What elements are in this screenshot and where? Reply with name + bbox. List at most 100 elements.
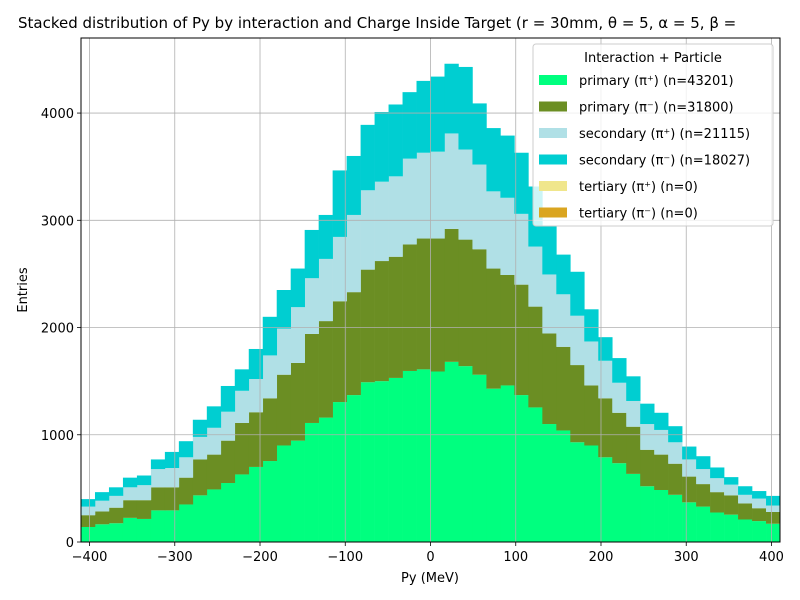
histogram-bar-s0-b42 — [668, 494, 683, 542]
histogram-bar-s1-b36 — [584, 385, 599, 446]
histogram-bar-s0-b5 — [150, 510, 166, 542]
histogram-bar-s0-b19 — [346, 395, 361, 542]
histogram-bar-s2-b9 — [206, 427, 222, 455]
histogram-bar-s1-b16 — [304, 333, 319, 423]
histogram-bar-s3-b28 — [472, 103, 487, 165]
histogram-bar-s1-b27 — [458, 239, 473, 367]
legend-swatch-1 — [539, 101, 567, 112]
legend-swatch-4 — [539, 181, 567, 191]
histogram-bar-s0-b13 — [262, 461, 278, 542]
histogram-bar-s3-b27 — [458, 66, 473, 150]
histogram-bar-s1-b17 — [318, 321, 333, 418]
histogram-bar-s0-b12 — [248, 466, 264, 542]
histogram-bar-s0-b6 — [164, 510, 180, 542]
histogram-bar-s1-b11 — [234, 422, 250, 475]
histogram-bar-s2-b48 — [752, 498, 767, 509]
histogram-bar-s1-b13 — [262, 398, 278, 462]
histogram-bar-s2-b28 — [472, 164, 487, 250]
legend-box — [532, 43, 774, 227]
legend-label-5: tertiary (π⁻) (n=0) — [579, 207, 698, 222]
histogram-bar-s0-b2 — [108, 523, 124, 542]
histogram-bar-s3-b33 — [542, 226, 557, 275]
histogram-bar-s3-b0 — [81, 499, 96, 507]
histogram-bar-s0-b34 — [556, 430, 571, 542]
histogram-bar-s3-b40 — [640, 403, 655, 425]
histogram-bar-s0-b47 — [738, 519, 753, 542]
histogram-bar-s2-b1 — [94, 500, 110, 512]
x-tick-label-4: 0 — [426, 550, 434, 565]
histogram-bar-s0-b35 — [570, 442, 585, 542]
histogram-bar-s1-b5 — [150, 487, 166, 511]
histogram-bar-s1-b31 — [514, 284, 529, 396]
histogram-bar-s0-b41 — [654, 489, 669, 542]
histogram-bar-s1-b6 — [164, 487, 180, 511]
histogram-bar-s3-b34 — [556, 254, 571, 295]
histogram-bar-s3-b1 — [94, 492, 110, 501]
histogram-bar-s1-b40 — [640, 449, 655, 487]
histogram-bar-s0-b23 — [402, 370, 417, 542]
histogram-bar-s2-b5 — [150, 469, 166, 488]
histogram-bar-s2-b36 — [584, 341, 599, 386]
histogram-bar-s2-b12 — [248, 379, 264, 413]
histogram-bar-s1-b1 — [94, 511, 110, 525]
histogram-bar-s1-b43 — [682, 476, 697, 503]
histogram-bar-s2-b47 — [738, 494, 753, 504]
histogram-bar-s1-b46 — [724, 495, 739, 515]
x-tick-label-1: −300 — [157, 550, 193, 565]
chart-title: Stacked distribution of Py by interactio… — [18, 14, 736, 32]
histogram-bar-s2-b23 — [402, 158, 417, 245]
histogram-bar-s3-b10 — [220, 385, 236, 412]
histogram-bar-s3-b45 — [710, 467, 725, 479]
histogram-bar-s1-b38 — [612, 412, 627, 464]
histogram-bar-s1-b24 — [416, 238, 431, 370]
histogram-bar-s3-b37 — [598, 337, 613, 361]
histogram-bar-s1-b26 — [444, 228, 459, 362]
histogram-bar-s3-b25 — [430, 76, 445, 152]
histogram-bar-s3-b9 — [206, 406, 222, 428]
histogram-bar-s0-b15 — [290, 440, 305, 542]
histogram-bar-s0-b22 — [388, 377, 403, 542]
histogram-bar-s2-b18 — [332, 236, 347, 302]
y-tick-label-2: 2000 — [41, 322, 74, 337]
histogram-bar-s3-b21 — [374, 111, 389, 182]
histogram-bar-s3-b35 — [570, 271, 585, 316]
legend-swatch-3 — [539, 154, 567, 165]
legend-label-4: tertiary (π⁺) (n=0) — [579, 180, 698, 195]
histogram-bar-s0-b18 — [332, 402, 347, 542]
histogram-bar-s2-b29 — [486, 191, 501, 269]
histogram-bar-s2-b39 — [626, 400, 641, 427]
legend: Interaction + Particle primary (π⁺) (n=4… — [532, 43, 774, 227]
histogram-bar-s1-b28 — [472, 249, 487, 375]
x-tick-label-5: 100 — [503, 550, 528, 565]
histogram-bar-s1-b19 — [346, 292, 361, 396]
histogram-bar-s3-b22 — [388, 104, 403, 177]
y-axis-ticks: 0 1000 2000 3000 4000 — [41, 107, 81, 551]
histogram-bar-s0-b24 — [416, 369, 431, 542]
histogram-bar-s2-b13 — [262, 355, 278, 399]
histogram-bar-s3-b7 — [178, 441, 194, 458]
histogram-bar-s3-b29 — [486, 128, 501, 192]
histogram-bar-s1-b39 — [626, 426, 641, 474]
histogram-bar-s1-b35 — [570, 365, 585, 443]
histogram-bar-s3-b38 — [612, 358, 627, 383]
histogram-bar-s1-b14 — [276, 374, 291, 446]
x-tick-label-8: 400 — [759, 550, 784, 565]
histogram-bar-s3-b18 — [332, 170, 347, 237]
histogram-bar-s0-b7 — [178, 504, 194, 542]
histogram-bar-s3-b42 — [668, 426, 683, 443]
histogram-bar-s1-b34 — [556, 346, 571, 431]
legend-label-0: primary (π⁺) (n=43201) — [579, 74, 734, 89]
histogram-bar-s1-b10 — [220, 440, 236, 484]
histogram-bar-s1-b8 — [192, 459, 208, 496]
histogram-bar-s3-b41 — [654, 412, 669, 430]
histogram-bar-s0-b49 — [766, 523, 781, 542]
x-tick-label-0: −400 — [72, 550, 108, 565]
histogram-bar-s1-b45 — [710, 492, 725, 513]
histogram-bar-s2-b16 — [304, 278, 319, 334]
histogram-bar-s3-b6 — [164, 451, 180, 469]
histogram-bar-s1-b3 — [122, 500, 138, 518]
histogram-bar-s0-b0 — [81, 526, 96, 542]
histogram-bar-s2-b43 — [682, 459, 697, 477]
histogram-bar-s2-b20 — [360, 190, 375, 270]
histogram-bar-s2-b26 — [444, 133, 459, 229]
